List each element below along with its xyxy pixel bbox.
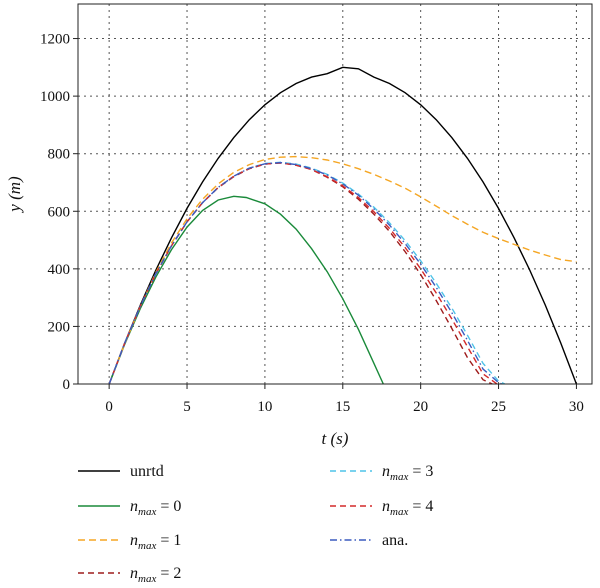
legend-label: nmax = 2 bbox=[130, 565, 181, 585]
series-layer bbox=[108, 66, 578, 385]
x-tick-label: 15 bbox=[335, 399, 350, 415]
x-tick-label: 0 bbox=[105, 399, 113, 415]
legend-label: nmax = 0 bbox=[130, 498, 181, 518]
legend-label: nmax = 4 bbox=[382, 498, 433, 518]
series-line bbox=[108, 162, 498, 385]
plot-area-frame bbox=[77, 3, 593, 385]
x-axis-label: t (s) bbox=[322, 429, 349, 448]
y-tick-label: 1000 bbox=[40, 89, 70, 105]
y-tick-label: 200 bbox=[48, 319, 71, 335]
x-tick-label: 25 bbox=[491, 399, 506, 415]
series-line bbox=[108, 195, 384, 385]
y-tick-label: 1200 bbox=[40, 32, 70, 48]
x-tick-label: 30 bbox=[569, 399, 584, 415]
series-line bbox=[108, 161, 502, 385]
y-tick-label: 400 bbox=[48, 262, 71, 278]
x-tick-label: 10 bbox=[257, 399, 272, 415]
x-tick-label: 20 bbox=[413, 399, 428, 415]
y-axis-ticks: 0 200 400 600 800 1000 1200 bbox=[40, 32, 78, 393]
y-axis-label: y (m) bbox=[5, 176, 24, 214]
grid-lines bbox=[78, 4, 592, 385]
series-line bbox=[108, 66, 578, 385]
legend-label: nmax = 3 bbox=[382, 463, 433, 483]
x-axis-ticks: 0 5 10 15 20 25 30 bbox=[105, 384, 584, 415]
y-tick-label: 600 bbox=[48, 204, 71, 220]
legend-label: ana. bbox=[382, 532, 408, 549]
series-line bbox=[108, 161, 506, 385]
legend-label: nmax = 1 bbox=[130, 532, 181, 552]
y-tick-label: 800 bbox=[48, 147, 71, 163]
legend-label: unrtd bbox=[130, 463, 164, 480]
series-line bbox=[108, 162, 493, 385]
x-tick-label: 5 bbox=[183, 399, 191, 415]
y-tick-label: 0 bbox=[63, 377, 71, 393]
legend: unrtd nmax = 0 nmax = 1 nmax = 2 nmax = 3 nma… bbox=[78, 463, 433, 585]
